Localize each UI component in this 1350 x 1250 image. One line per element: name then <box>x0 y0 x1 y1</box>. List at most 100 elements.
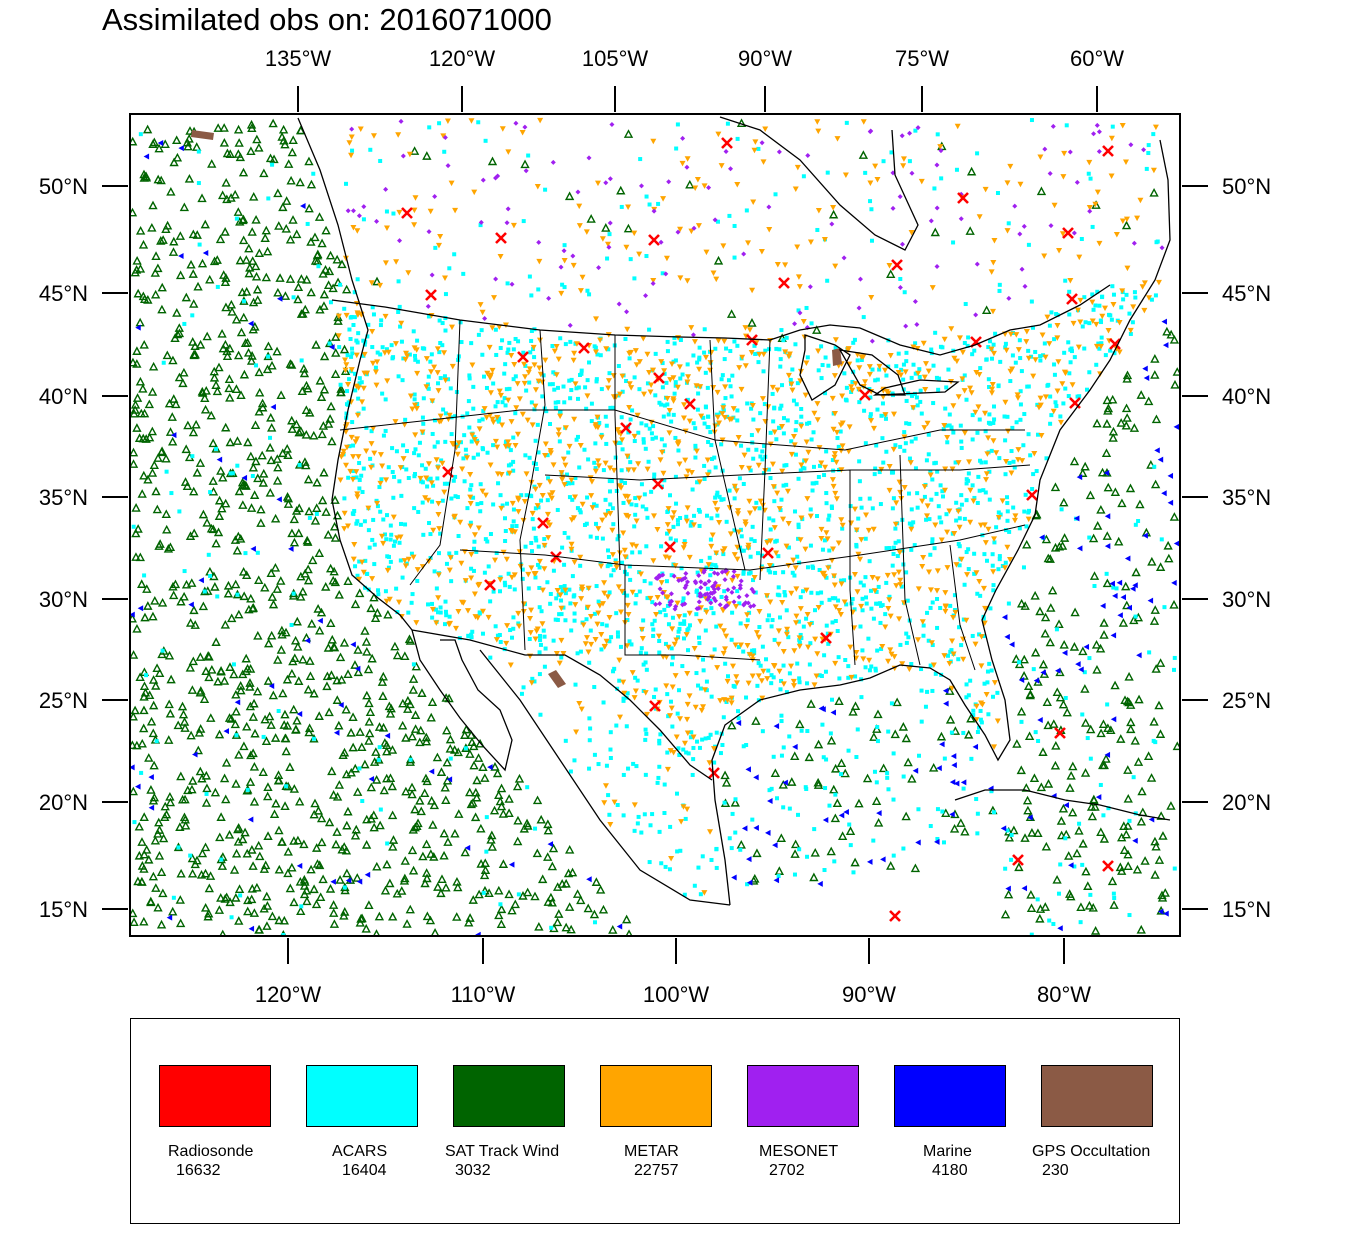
metar-marker <box>837 422 844 428</box>
acars-marker <box>1087 535 1092 540</box>
sat-track-wind-marker <box>325 563 336 573</box>
metar-marker <box>1059 381 1066 387</box>
acars-marker <box>430 499 435 504</box>
metar-marker <box>803 587 810 594</box>
sat-track-wind-marker <box>221 794 231 804</box>
acars-marker <box>665 692 670 697</box>
acars-marker <box>663 864 668 869</box>
metar-marker <box>370 133 377 139</box>
acars-marker <box>1162 605 1167 610</box>
metar-marker <box>396 209 403 216</box>
metar-marker <box>956 524 963 531</box>
sat-track-wind-marker <box>223 580 234 590</box>
acars-marker <box>799 406 804 411</box>
sat-track-wind-marker <box>305 671 316 681</box>
acars-marker <box>1036 738 1041 743</box>
acars-marker <box>682 613 687 618</box>
acars-marker <box>1131 775 1136 780</box>
sat-track-wind-marker <box>1064 851 1074 860</box>
sat-track-wind-marker <box>336 674 347 684</box>
acars-marker <box>462 479 467 484</box>
acars-marker <box>849 390 854 395</box>
right-lat-label: 30°N <box>1222 587 1271 612</box>
acars-marker <box>641 618 646 623</box>
metar-marker <box>1141 280 1148 286</box>
acars-marker <box>344 411 349 416</box>
acars-marker <box>1034 469 1039 474</box>
acars-marker <box>190 454 195 459</box>
sat-track-wind-marker <box>623 129 634 138</box>
acars-marker <box>536 287 541 292</box>
acars-marker <box>621 500 626 505</box>
acars-marker <box>139 770 144 775</box>
acars-marker <box>657 829 662 834</box>
mesonet-marker <box>897 285 903 291</box>
acars-marker <box>1087 321 1092 326</box>
metar-marker <box>745 545 752 551</box>
metar-marker <box>508 419 515 425</box>
sat-track-wind-marker <box>436 767 447 776</box>
acars-marker <box>498 902 503 907</box>
metar-marker <box>760 159 767 165</box>
sat-track-wind-marker <box>465 913 475 922</box>
acars-marker <box>624 724 629 729</box>
acars-marker <box>909 375 914 380</box>
acars-marker <box>412 474 417 479</box>
metar-marker <box>472 614 479 620</box>
metar-marker <box>746 327 753 333</box>
sat-track-wind-marker <box>332 827 342 836</box>
metar-marker <box>529 510 536 517</box>
sat-track-wind-marker <box>306 237 316 246</box>
sat-track-wind-marker <box>263 782 273 791</box>
metar-marker <box>601 580 608 586</box>
sat-track-wind-marker <box>518 891 528 900</box>
acars-marker <box>557 612 562 617</box>
sat-track-wind-marker <box>267 422 277 432</box>
sat-track-wind-marker <box>190 859 200 869</box>
sat-track-wind-marker <box>623 223 634 233</box>
acars-marker <box>797 676 802 681</box>
sat-track-wind-marker <box>130 459 139 468</box>
acars-marker <box>1003 866 1008 871</box>
sat-track-wind-marker <box>287 528 297 538</box>
acars-marker <box>479 501 484 506</box>
metar-marker <box>797 537 804 543</box>
acars-marker <box>416 509 421 514</box>
acars-marker <box>337 345 342 350</box>
metar-marker <box>901 484 908 491</box>
sat-track-wind-marker <box>828 209 839 219</box>
acars-marker <box>940 809 945 814</box>
metar-marker <box>412 195 419 201</box>
sat-track-wind-marker <box>236 685 246 695</box>
acars-marker <box>830 620 835 625</box>
acars-marker <box>928 663 933 668</box>
sat-track-wind-marker <box>156 867 167 877</box>
metar-marker <box>717 623 724 630</box>
acars-marker <box>633 601 638 606</box>
right-lat-label: 50°N <box>1222 174 1271 199</box>
metar-marker <box>1108 135 1115 142</box>
metar-marker <box>988 269 995 275</box>
acars-marker <box>391 211 396 216</box>
metar-marker <box>452 207 459 214</box>
metar-marker <box>758 249 765 255</box>
acars-marker <box>506 571 511 576</box>
acars-marker <box>605 256 610 261</box>
metar-marker <box>462 578 469 584</box>
left-lat-label: 20°N <box>39 790 88 815</box>
acars-marker <box>801 589 806 594</box>
sat-track-wind-marker <box>279 915 290 925</box>
acars-marker <box>556 400 561 405</box>
metar-marker <box>435 388 442 394</box>
sat-track-wind-marker <box>171 399 181 409</box>
acars-marker <box>644 667 649 672</box>
acars-marker <box>756 146 761 151</box>
acars-marker <box>707 555 712 560</box>
acars-marker <box>663 641 668 646</box>
sat-track-wind-marker <box>1117 498 1127 508</box>
acars-marker <box>639 421 644 426</box>
acars-marker <box>660 361 665 366</box>
acars-marker <box>765 618 770 623</box>
metar-marker <box>804 611 811 618</box>
sat-track-wind-marker <box>238 567 249 576</box>
